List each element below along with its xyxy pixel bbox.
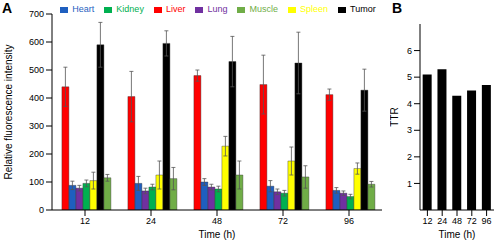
- html-text:Muscle: Muscle: [249, 4, 278, 14]
- svg-text:96: 96: [344, 216, 354, 226]
- svg-text:700: 700: [29, 9, 44, 19]
- svg-text:2: 2: [407, 152, 412, 162]
- svg-text:12: 12: [422, 216, 432, 226]
- svg-text:48: 48: [452, 216, 462, 226]
- svg-text:72: 72: [467, 216, 477, 226]
- svg-text:72: 72: [278, 216, 288, 226]
- svg-text:300: 300: [29, 121, 44, 131]
- svg-text:5: 5: [407, 72, 412, 82]
- svg-text:12: 12: [80, 216, 90, 226]
- html-text:Liver: Liver: [165, 4, 186, 14]
- html-text:Lung: Lung: [207, 4, 228, 14]
- svg-text:600: 600: [29, 37, 44, 47]
- svg-text:96: 96: [482, 216, 492, 226]
- html-text:Spleen: Spleen: [300, 4, 328, 14]
- svg-text:4: 4: [407, 99, 412, 109]
- svg-text:400: 400: [29, 93, 44, 103]
- html-text:Tumor: Tumor: [350, 4, 376, 14]
- svg-text:3: 3: [407, 125, 412, 135]
- html-text:A: A: [2, 0, 13, 16]
- svg-text:24: 24: [146, 216, 156, 226]
- svg-text:1: 1: [407, 179, 412, 189]
- svg-text:TTR: TTR: [390, 107, 400, 126]
- html-text:Kidney: Kidney: [116, 4, 144, 14]
- svg-text:Time (h): Time (h): [199, 229, 236, 240]
- html-text:Heart: Heart: [72, 4, 95, 14]
- svg-text:6: 6: [407, 46, 412, 56]
- svg-text:200: 200: [29, 149, 44, 159]
- svg-text:Relative fluorescence intensit: Relative fluorescence intensity: [8, 44, 14, 179]
- svg-text:0: 0: [39, 205, 44, 215]
- svg-text:Time (h): Time (h): [439, 229, 476, 240]
- html-text:B: B: [392, 0, 403, 16]
- svg-text:24: 24: [437, 216, 447, 226]
- svg-text:100: 100: [29, 177, 44, 187]
- svg-text:48: 48: [212, 216, 222, 226]
- svg-text:500: 500: [29, 65, 44, 75]
